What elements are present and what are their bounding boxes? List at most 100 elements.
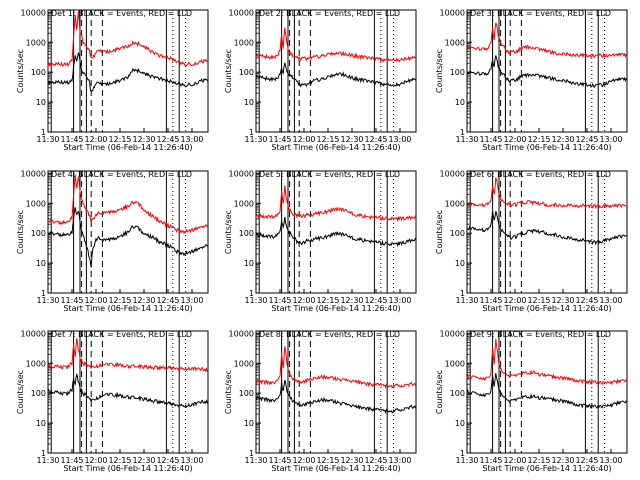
x-tick-label: 12:15 — [108, 456, 131, 465]
y-tick-label: 1 — [249, 449, 254, 458]
x-tick-label: 13:00 — [388, 135, 411, 144]
detector-panel-6: Det 6: BLACK = Events, RED = LLD 1 10 100 10… — [435, 169, 628, 313]
x-axis-label: Start Time (06-Feb-14 11:26:40) — [63, 464, 192, 473]
y-tick-label: 10 — [244, 259, 254, 268]
panel-title: Det 2: BLACK = Events, RED = LLD — [259, 9, 400, 18]
detector-panel-5: Det 5: BLACK = Events, RED = LLD 1 10 100 10… — [224, 169, 417, 313]
x-tick-label: 11:45 — [268, 296, 291, 305]
x-tick-label: 12:15 — [108, 296, 131, 305]
detector-panel-2: Det 2: BLACK = Events, RED = LLD 1 10 100 10… — [224, 8, 417, 152]
y-tick-label: 10000 — [440, 329, 465, 338]
x-tick-label: 12:30 — [551, 135, 574, 144]
x-tick-label: 13:00 — [599, 135, 622, 144]
detector-panel-1: Det 1: BLACK = Events, RED = LLD 1 10 100 10… — [16, 8, 209, 152]
detector-panel-3: Det 3: BLACK = Events, RED = LLD 1 10 100 10… — [435, 8, 628, 152]
x-tick-label: 12:00 — [84, 456, 107, 465]
y-tick-label: 10000 — [21, 8, 46, 17]
y-tick-label: 1000 — [234, 38, 254, 47]
x-tick-label: 12:15 — [316, 296, 339, 305]
detector-panel-7: Det 7: BLACK = Events, RED = LLD 1 10 100 10… — [16, 329, 209, 473]
y-tick-label: 1000 — [26, 38, 46, 47]
plot-frame — [47, 170, 209, 294]
y-tick-label: 1000 — [234, 199, 254, 208]
y-tick-label: 1000 — [445, 359, 465, 368]
plot-frame — [466, 170, 628, 294]
x-tick-label: 11:45 — [60, 296, 83, 305]
x-tick-label: 11:30 — [455, 296, 478, 305]
series-events — [47, 52, 209, 93]
series-events — [466, 373, 628, 410]
series-events — [47, 373, 209, 408]
y-tick-label: 1 — [460, 449, 465, 458]
x-tick-label: 12:45 — [156, 296, 179, 305]
plot-frame — [466, 9, 628, 133]
x-tick-label: 13:00 — [180, 135, 203, 144]
y-tick-label: 10 — [455, 259, 465, 268]
series-events — [466, 211, 628, 246]
x-tick-label: 12:45 — [575, 456, 598, 465]
y-axis-label: Counts/sec — [435, 210, 444, 254]
x-tick-label: 12:00 — [503, 296, 526, 305]
x-tick-label: 12:30 — [340, 135, 363, 144]
series-lld — [467, 22, 628, 59]
x-tick-label: 11:45 — [268, 456, 291, 465]
y-tick-label: 1000 — [445, 199, 465, 208]
detector-panel-9: Det 9: BLACK = Events, RED = LLD 1 10 100 10… — [435, 329, 628, 473]
plot-frame — [255, 170, 417, 294]
y-tick-label: 10 — [244, 98, 254, 107]
series-events — [255, 62, 417, 88]
x-tick-label: 12:15 — [527, 296, 550, 305]
x-tick-label: 12:30 — [340, 456, 363, 465]
y-tick-label: 1 — [249, 289, 254, 298]
plot-frame — [255, 9, 417, 133]
y-tick-label: 1000 — [26, 199, 46, 208]
y-axis-label: Counts/sec — [16, 49, 25, 93]
panel-title: Det 5: BLACK = Events, RED = LLD — [259, 170, 400, 179]
panel-title: Det 9: BLACK = Events, RED = LLD — [470, 330, 611, 339]
detector-panel-4: Det 4: BLACK = Events, RED = LLD 1 10 100 10… — [16, 169, 209, 313]
x-tick-label: 11:30 — [455, 135, 478, 144]
x-tick-label: 13:00 — [180, 456, 203, 465]
x-tick-label: 12:00 — [503, 135, 526, 144]
x-tick-label: 13:00 — [388, 296, 411, 305]
y-tick-label: 100 — [239, 389, 254, 398]
x-tick-label: 12:00 — [503, 456, 526, 465]
series-events — [255, 380, 417, 415]
x-axis-label: Start Time (06-Feb-14 11:26:40) — [271, 464, 400, 473]
x-tick-label: 11:30 — [244, 296, 267, 305]
y-tick-label: 1000 — [234, 359, 254, 368]
x-tick-label: 12:15 — [527, 135, 550, 144]
detector-panel-8: Det 8: BLACK = Events, RED = LLD 1 10 100 10… — [224, 329, 417, 473]
panel-title: Det 3: BLACK = Events, RED = LLD — [470, 9, 611, 18]
plot-frame — [255, 330, 417, 454]
x-tick-label: 12:15 — [316, 456, 339, 465]
y-tick-label: 10000 — [440, 169, 465, 178]
x-tick-label: 11:45 — [479, 296, 502, 305]
y-axis-label: Counts/sec — [16, 370, 25, 414]
y-tick-label: 100 — [31, 68, 46, 77]
y-tick-label: 1000 — [26, 359, 46, 368]
y-tick-label: 10 — [36, 98, 46, 107]
series-lld — [255, 346, 417, 389]
y-tick-label: 10 — [36, 419, 46, 428]
series-events — [255, 216, 417, 248]
x-tick-label: 12:00 — [84, 296, 107, 305]
series-lld — [466, 338, 627, 386]
y-tick-label: 1 — [460, 128, 465, 137]
series-events — [466, 55, 628, 89]
x-tick-label: 12:45 — [575, 296, 598, 305]
panel-title: Det 4: BLACK = Events, RED = LLD — [51, 170, 192, 179]
y-tick-label: 100 — [31, 229, 46, 238]
y-axis-label: Counts/sec — [224, 210, 233, 254]
y-tick-label: 1 — [249, 128, 254, 137]
x-tick-label: 11:30 — [244, 456, 267, 465]
panel-title: Det 6: BLACK = Events, RED = LLD — [470, 170, 611, 179]
x-axis-label: Start Time (06-Feb-14 11:26:40) — [63, 304, 192, 313]
x-tick-label: 12:45 — [156, 135, 179, 144]
y-axis-label: Counts/sec — [435, 49, 444, 93]
x-tick-label: 12:30 — [551, 456, 574, 465]
y-tick-label: 1 — [41, 289, 46, 298]
y-axis-label: Counts/sec — [16, 210, 25, 254]
y-tick-label: 10000 — [229, 329, 254, 338]
series-lld — [47, 11, 209, 68]
